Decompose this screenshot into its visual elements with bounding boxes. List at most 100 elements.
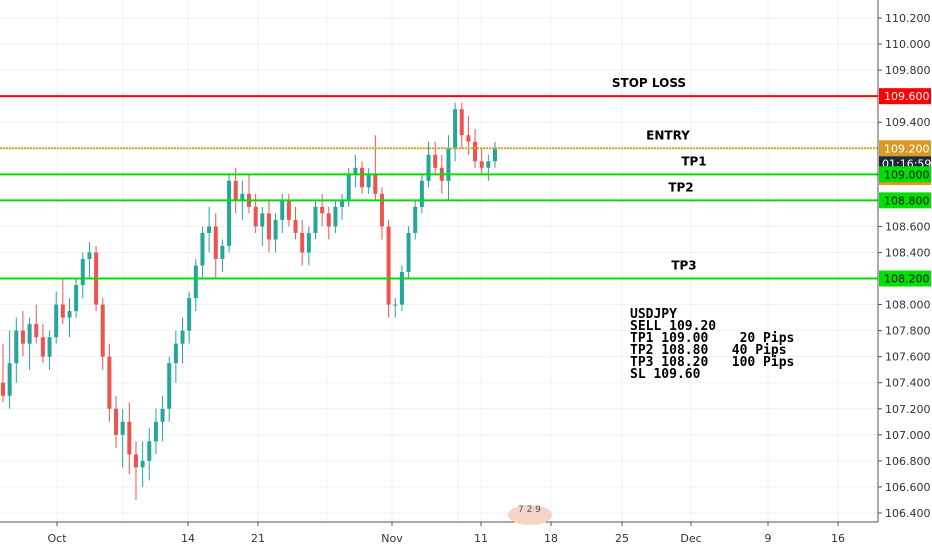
price-tag-label: 109.600: [884, 90, 930, 103]
candle-body: [27, 324, 32, 344]
candle-body: [413, 206, 418, 233]
candle-body: [167, 363, 172, 409]
candle-body: [280, 200, 285, 220]
candle-body: [419, 180, 424, 207]
x-tick-label: Nov: [381, 532, 403, 545]
tradingview-logo: 7 2 9: [508, 505, 552, 525]
candle-body: [7, 363, 12, 396]
candle-body: [133, 454, 138, 468]
candle-body: [140, 460, 145, 468]
x-tick-label: Oct: [47, 532, 67, 545]
y-tick-label: 108.600: [885, 220, 931, 233]
y-tick-label: 106.600: [885, 481, 931, 494]
price-tag: [879, 270, 931, 287]
candle-body: [446, 148, 451, 181]
y-tick-label: 107.800: [885, 325, 931, 338]
candles: [1, 102, 497, 500]
candle-body: [340, 200, 345, 207]
candle-body: [406, 232, 411, 273]
price-tag: [879, 140, 931, 157]
candle-body: [200, 232, 205, 266]
candle-body: [286, 200, 291, 220]
candle-body: [187, 298, 192, 331]
candle-body: [107, 356, 112, 409]
candle-body: [353, 167, 358, 175]
y-tick-label: 107.200: [885, 403, 931, 416]
svg-text:7 2 9: 7 2 9: [518, 505, 541, 515]
price-tag: [879, 166, 931, 183]
y-tick-label: 106.400: [885, 507, 931, 520]
candle-body: [373, 174, 378, 194]
candle-body: [320, 206, 325, 214]
info-sl: SL 109.60: [630, 367, 701, 382]
candle-body: [466, 135, 471, 142]
candle-body: [74, 285, 79, 312]
info-sell: SELL 109.20: [630, 319, 716, 334]
candle-body: [220, 245, 225, 259]
x-tick-label: 14: [181, 532, 195, 545]
candle-body: [147, 441, 152, 461]
candle-body: [293, 219, 298, 233]
x-tick-label: 18: [544, 532, 558, 545]
candle-body: [160, 408, 165, 422]
candle-body: [60, 304, 65, 318]
y-tick-label: 109.400: [885, 116, 931, 129]
candle-body: [393, 304, 398, 306]
candle-body: [213, 226, 218, 259]
candle-body: [87, 252, 92, 259]
level-label: ENTRY: [646, 128, 690, 142]
candle-body: [300, 232, 305, 253]
price-tag-label: 109.000: [884, 168, 930, 181]
candle-body: [379, 193, 384, 227]
candle-body: [227, 180, 232, 246]
x-tick-label: Dec: [680, 532, 701, 545]
candle-body: [233, 180, 238, 201]
candle-body: [114, 408, 119, 435]
candle-body: [486, 161, 491, 168]
info-symbol: USDJPY: [630, 307, 677, 322]
candle-body: [240, 193, 245, 201]
levels: STOP LOSS ENTRY TP1 TP2 TP3: [0, 76, 878, 280]
candle-body: [479, 161, 484, 168]
info-tp1: TP1 109.00 20 Pips: [630, 331, 794, 346]
candle-body: [453, 109, 458, 149]
y-tick-label: 107.400: [885, 377, 931, 390]
candle-body: [193, 265, 198, 299]
candle-body: [80, 258, 85, 286]
y-tick-label: 107.600: [885, 351, 931, 364]
candle-body: [153, 421, 158, 442]
y-tick-label: 106.800: [885, 455, 931, 468]
candle-body: [326, 213, 331, 227]
candle-body: [20, 330, 25, 344]
y-tick-label: 109.800: [885, 64, 931, 77]
candle-body: [266, 213, 271, 240]
candle-body: [433, 154, 438, 168]
candle-body: [120, 421, 125, 435]
y-tick-label: 107.000: [885, 429, 931, 442]
grid: [0, 0, 878, 522]
info-tp2: TP2 108.80 40 Pips: [630, 343, 787, 358]
x-axis: Oct 14 21 Nov 11 18 25 Dec 9 16: [0, 521, 878, 545]
candle-body: [54, 304, 59, 338]
candle-body: [1, 382, 5, 396]
candle-body: [366, 174, 371, 188]
candle-body: [100, 304, 105, 357]
info-tp3: TP3 108.20 100 Pips: [630, 355, 794, 370]
y-tick-label: 110.000: [885, 38, 931, 51]
candle-body: [47, 337, 52, 357]
candle-body: [333, 206, 338, 227]
level-label: STOP LOSS: [612, 76, 686, 90]
x-tick-label: 21: [251, 532, 265, 545]
candle-body: [40, 337, 45, 357]
y-tick-label: 108.000: [885, 299, 931, 312]
candle-body: [273, 219, 278, 240]
x-tick-label: 9: [765, 532, 772, 545]
y-tick-label: 108.400: [885, 246, 931, 259]
candle-body: [386, 226, 391, 305]
level-label: TP3: [671, 259, 696, 273]
candle-body: [399, 272, 404, 305]
price-tag: [879, 192, 931, 209]
price-tag-label: 109.200: [884, 142, 930, 155]
